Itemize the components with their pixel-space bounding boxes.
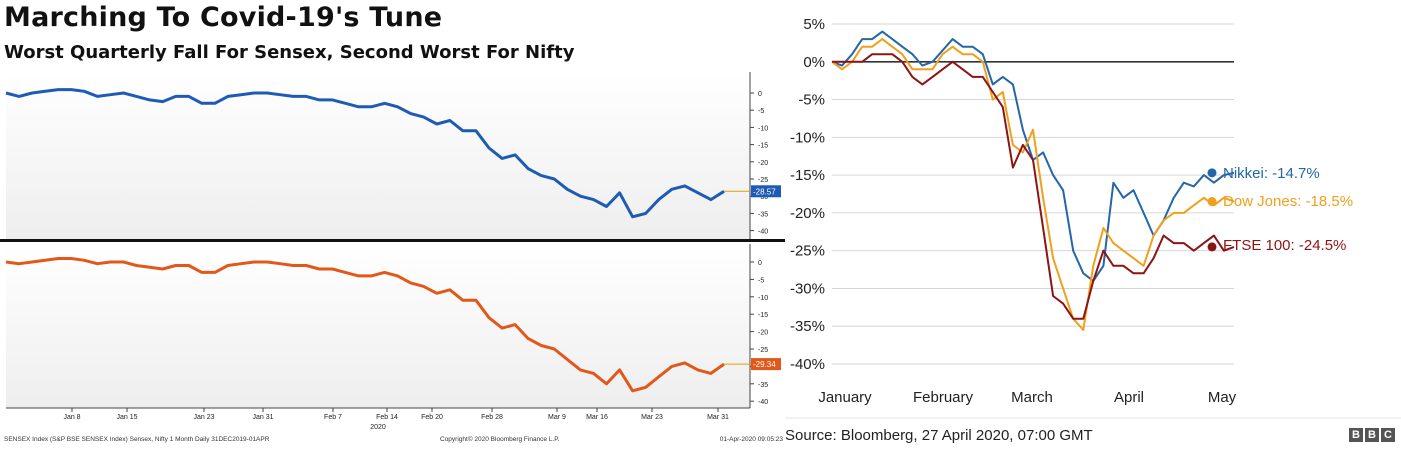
series-end-marker — [1207, 242, 1217, 252]
global-indices-chart: 5% 0% -5% -10% -15% -20% -25% -30% -35% -40% Janua… — [785, 16, 1401, 444]
y-tick-label: -40% — [790, 356, 825, 373]
series-line-ftse-100 — [832, 53, 1235, 320]
x-tick-label: Feb 7 — [324, 414, 342, 421]
x-tick-label: Feb 14 — [376, 414, 398, 421]
nifty-y-tick-label: -20 — [758, 330, 768, 337]
footer-description: SENSEX Index (S&P BSE SENSEX Index) Sens… — [4, 436, 270, 443]
y-tick-label: -25% — [790, 243, 825, 260]
x-tick-label: Mar 31 — [707, 414, 729, 421]
global-indices-panel: 5% 0% -5% -10% -15% -20% -25% -30% -35% -40% Janua… — [785, 0, 1401, 458]
nifty-y-tick-label: -5 — [758, 277, 764, 284]
x-tick-label: January — [818, 389, 872, 406]
bbc-logo-letter: B — [1349, 428, 1363, 442]
chart-subtitle: Worst Quarterly Fall For Sensex, Second … — [4, 42, 575, 63]
x-tick-label: Jan 8 — [63, 414, 80, 421]
x-tick-label: April — [1114, 389, 1144, 406]
sensex-last-value-tag — [751, 185, 781, 198]
x-tick-label: March — [1011, 389, 1053, 406]
sensex-nifty-chart: 0 -5 -10 -15 -20 -25 -30 -35 -40 -28.57 0 -5 -10 -15 -… — [0, 72, 785, 443]
sensex-series-line — [5, 88, 725, 219]
nifty-last-value-label: -29.34 — [753, 360, 776, 369]
sensex-y-tick-label: 0 — [758, 91, 762, 98]
series-end-marker — [1207, 197, 1217, 207]
sensex-y-tick-label: -40 — [758, 229, 768, 236]
sensex-y-tick-label: -5 — [758, 108, 764, 115]
series-label: Dow Jones: -18.5% — [1223, 193, 1353, 210]
sensex-nifty-panel: Marching To Covid-19's Tune Worst Quarte… — [0, 2, 785, 443]
x-tick-label: February — [913, 389, 974, 406]
series-end-marker — [1207, 168, 1217, 178]
x-tick-label: Jan 23 — [193, 414, 214, 421]
series-label: Nikkei: -14.7% — [1223, 165, 1320, 182]
sensex-y-tick-label: -25 — [758, 177, 768, 184]
x-tick-label: Jan 31 — [252, 414, 273, 421]
nifty-y-tick-label: -10 — [758, 295, 768, 302]
y-tick-label: -20% — [790, 205, 825, 222]
bbc-logo-letter: C — [1381, 428, 1395, 442]
bbc-logo-letter: B — [1365, 428, 1379, 442]
y-tick-label: -15% — [790, 167, 825, 184]
nifty-series-line — [5, 257, 725, 393]
nifty-y-tick-label: -40 — [758, 399, 768, 406]
footer-copyright: Copyright© 2020 Bloomberg Finance L.P. — [440, 435, 560, 443]
x-tick-label: Mar 23 — [641, 414, 663, 421]
x-tick-label: Feb 28 — [481, 414, 503, 421]
nifty-y-tick-label: -25 — [758, 347, 768, 354]
panel-divider — [0, 239, 785, 242]
series-label: FTSE 100: -24.5% — [1223, 237, 1346, 254]
nifty-plot-area — [6, 244, 750, 408]
y-tick-label: -30% — [790, 280, 825, 297]
y-tick-label: 5% — [803, 16, 825, 33]
y-tick-label: -5% — [798, 92, 825, 109]
nifty-last-value-tag — [751, 358, 781, 371]
nifty-y-tick-label: 0 — [758, 260, 762, 267]
x-tick-label: May — [1208, 389, 1237, 406]
y-tick-label: -10% — [790, 129, 825, 146]
y-tick-label: 0% — [803, 54, 825, 71]
x-tick-label: Jan 15 — [116, 414, 137, 421]
source-note: Source: Bloomberg, 27 April 2020, 07:00 … — [785, 427, 1093, 444]
x-tick-label: Mar 16 — [586, 414, 608, 421]
sensex-y-tick-label: -10 — [758, 125, 768, 132]
nifty-y-tick-label: -35 — [758, 382, 768, 389]
y-tick-label: -35% — [790, 318, 825, 335]
x-tick-label: Feb 20 — [421, 414, 443, 421]
x-year-label: 2020 — [370, 424, 386, 431]
sensex-y-tick-label: -15 — [758, 143, 768, 150]
series-line-dow-jones — [831, 38, 1235, 331]
sensex-y-tick-label: -35 — [758, 211, 768, 218]
footer-timestamp: 01-Apr-2020 09:05:23 — [720, 436, 784, 443]
sensex-y-tick-label: -20 — [758, 160, 768, 167]
bbc-logo: B B C — [1349, 428, 1395, 442]
sensex-last-value-label: -28.57 — [753, 187, 776, 196]
sensex-y-tick-label: -30 — [758, 194, 768, 201]
nifty-y-tick-label: -15 — [758, 312, 768, 319]
x-tick-label: Mar 9 — [548, 414, 566, 421]
chart-title: Marching To Covid-19's Tune — [4, 2, 443, 33]
sensex-plot-area — [6, 72, 750, 240]
